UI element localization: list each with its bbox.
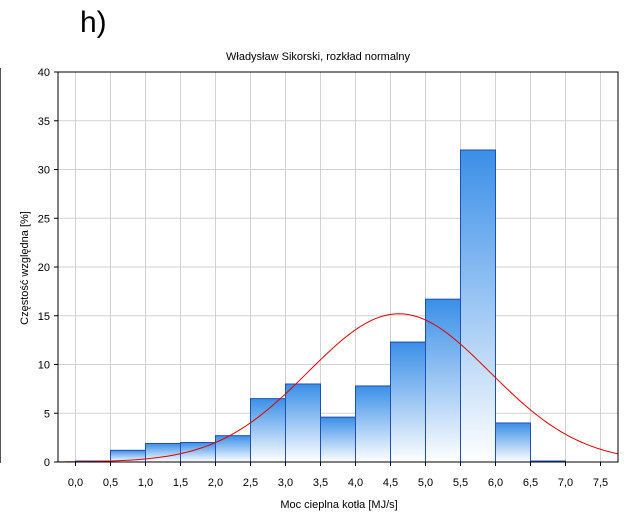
y-tick-label: 20 xyxy=(38,262,50,274)
y-tick-label: 5 xyxy=(44,408,50,420)
x-tick-label: 3,0 xyxy=(278,477,293,489)
histogram-bar xyxy=(460,149,496,463)
x-tick-label: 1,0 xyxy=(138,477,153,489)
histogram-bar xyxy=(320,416,356,463)
histogram-bar xyxy=(145,442,181,463)
histogram-bar xyxy=(355,385,391,463)
y-axis-ticks: 0 5 10 15 20 25 30 35 40 xyxy=(38,67,58,469)
y-tick-label: 10 xyxy=(38,360,50,372)
x-tick-label: 5,0 xyxy=(418,477,433,489)
x-tick-label: 3,5 xyxy=(313,477,328,489)
y-tick-label: 40 xyxy=(38,67,50,79)
y-axis-label: Częstość względna [%] xyxy=(19,211,31,325)
y-tick-label: 30 xyxy=(38,165,50,177)
x-axis-label: Moc cieplna kotła [MJ/s] xyxy=(280,499,397,511)
y-tick-label: 0 xyxy=(44,457,50,469)
x-tick-label: 7,5 xyxy=(593,477,608,489)
x-tick-label: 1,5 xyxy=(173,477,188,489)
x-tick-label: 2,5 xyxy=(243,477,258,489)
histogram-bar xyxy=(250,398,286,463)
x-tick-label: 0,0 xyxy=(68,477,83,489)
y-tick-label: 25 xyxy=(38,213,50,225)
histogram-bar xyxy=(285,383,321,463)
histogram-bar xyxy=(215,435,251,463)
chart-title: Władysław Sikorski, rozkład normalny xyxy=(226,51,410,63)
y-tick-label: 35 xyxy=(38,116,50,128)
x-tick-label: 2,0 xyxy=(208,477,223,489)
histogram-bar xyxy=(425,298,461,463)
panel-label: h) xyxy=(80,6,107,39)
histogram-bar xyxy=(390,341,426,463)
x-tick-label: 7,0 xyxy=(558,477,573,489)
x-tick-label: 6,0 xyxy=(488,477,503,489)
x-tick-label: 4,0 xyxy=(348,477,363,489)
x-axis-ticks: 0,0 0,5 1,0 1,5 2,0 2,5 3,0 3,5 4,0 4,5 5,0 5,5 6,0 6… xyxy=(68,462,608,489)
x-tick-label: 6,5 xyxy=(523,477,538,489)
histogram-bar xyxy=(495,422,531,463)
x-tick-label: 4,5 xyxy=(383,477,398,489)
normal-distribution-curve xyxy=(57,313,619,463)
x-tick-label: 5,5 xyxy=(453,477,468,489)
x-tick-label: 0,5 xyxy=(103,477,118,489)
y-tick-label: 15 xyxy=(38,311,50,323)
left-border-line xyxy=(0,68,1,463)
grid-lines xyxy=(58,71,618,463)
